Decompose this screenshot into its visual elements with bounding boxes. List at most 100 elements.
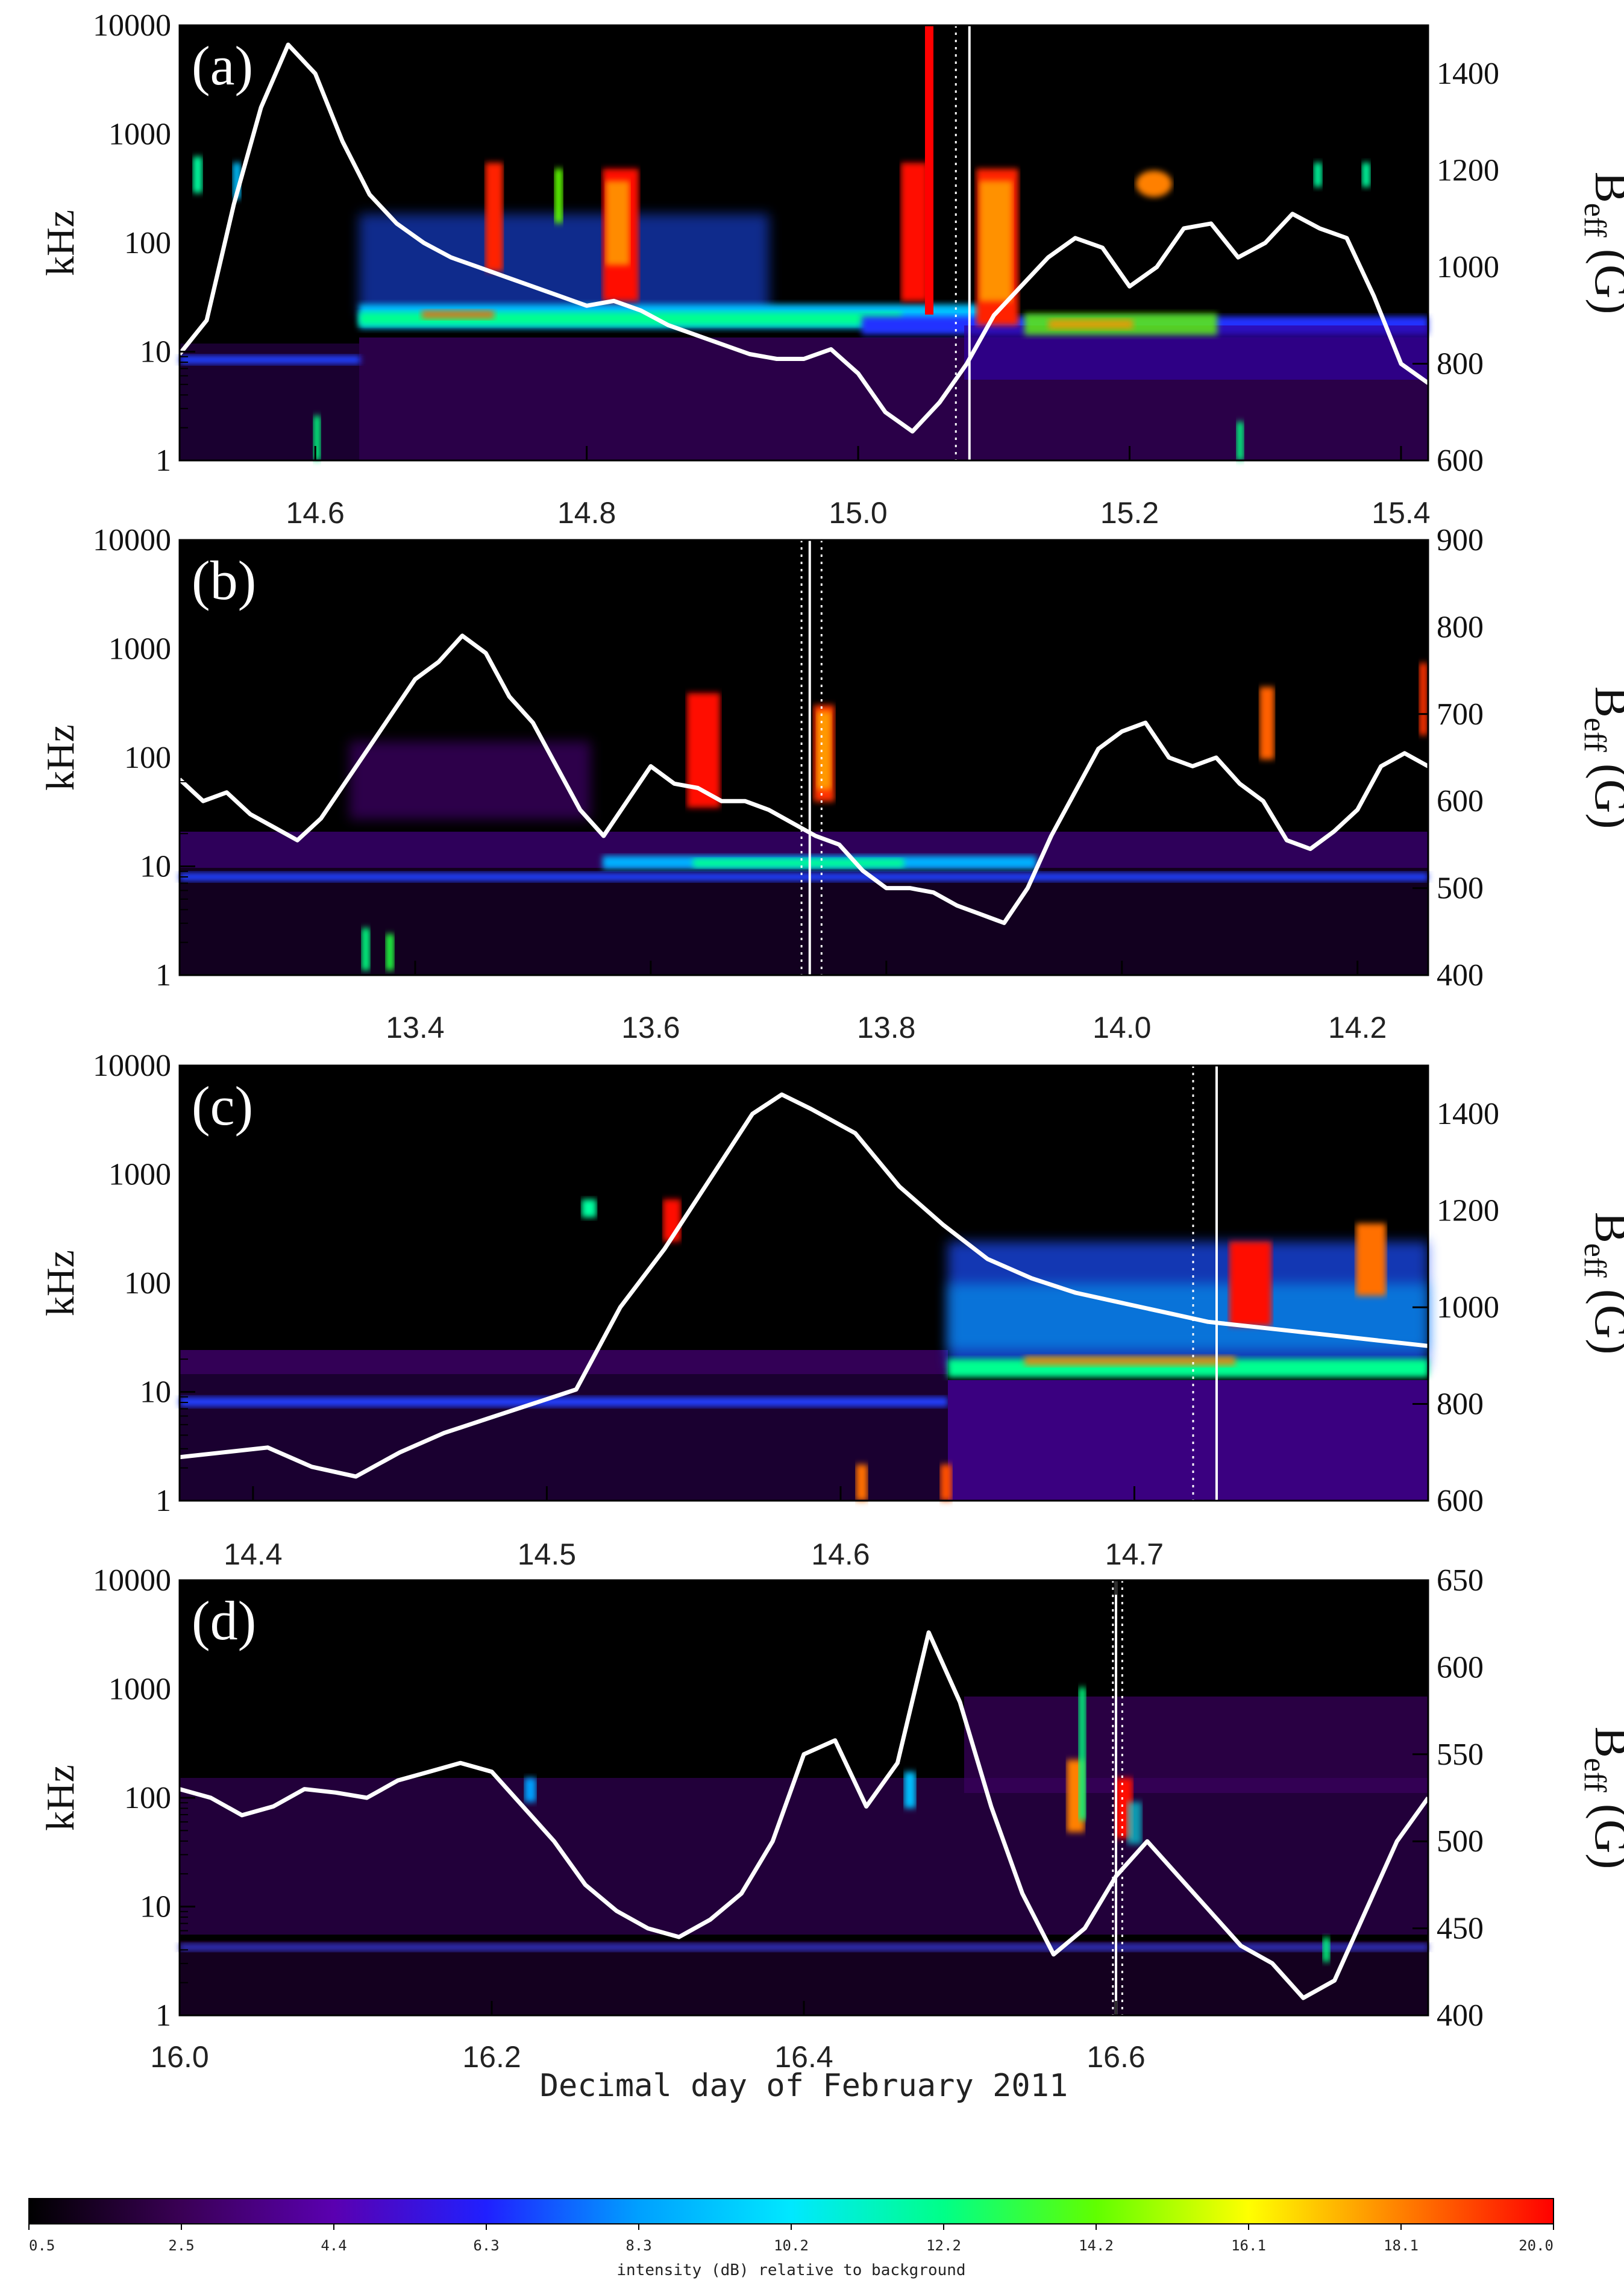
panel-a-y2tick-label-4: 1400 [1437,57,1499,91]
panel-a-xtick-label-2: 15.0 [829,496,887,530]
panel-c-beff-curve [179,1092,1429,1479]
panel-d-ytick-label-4: 10000 [93,1563,171,1598]
panel-d-beff-curve [179,1630,1430,2000]
panel-d-axes: 1 10 100 1000 10000 400 450 500 550 600 650 16.0 16.… [93,1563,1484,2074]
panel-a-markers [955,25,971,460]
colorbar-ticks: 0.5 2.5 4.4 6.3 8.3 10.2 12.2 14.2 16.1 18.1 20.0 [28,2224,1554,2254]
panel-d-y2tick-label-4: 600 [1437,1650,1484,1684]
panel-d-y2tick-label-5: 650 [1437,1563,1484,1598]
panel-d-xtick-label-0: 16.0 [150,2040,208,2074]
panel-d-y2tick-label-0: 400 [1437,1998,1484,2033]
colorbar-tick-label-10: 20.0 [1519,2237,1553,2254]
panel-a-y2tick-label-0: 600 [1437,444,1484,478]
panel-c-axes: 1 10 100 1000 10000 600 800 1000 1200 1400 14.4 14.… [93,1049,1499,1571]
panel-d-ytick-label-3: 1000 [108,1672,171,1707]
panel-c-y2tick-label-3: 1200 [1437,1194,1499,1228]
panel-b: 1 10 100 1000 10000 400 500 600 700 800 900 13.4 13.… [39,523,1624,1044]
panel-b-ytick-label-1: 10 [140,850,171,884]
panel-b-ytick-label-2: 100 [124,741,171,775]
panel-a-label: (a) [192,35,253,96]
beff-sub: eff [1578,718,1612,752]
panel-b-xtick-label-0: 13.4 [386,1011,444,1044]
panel-a-y2tick-label-1: 800 [1437,347,1484,381]
panel-a-axes: 1 10 100 1000 10000 600 800 1000 1200 1400 14.6 14.… [93,8,1499,530]
colorbar: 0.5 2.5 4.4 6.3 8.3 10.2 12.2 14.2 16.1 18.1 20.0 … [28,2198,1554,2279]
panel-a-y2tick-label-3: 1200 [1437,154,1499,188]
panel-d: 1 10 100 1000 10000 400 450 500 550 600 650 16.0 16.… [39,1563,1624,2104]
panel-b-xtick-label-4: 14.2 [1328,1011,1387,1044]
panel-c-y2label: Beff (G) [1578,1212,1624,1355]
panel-a-ytick-label-4: 10000 [93,8,171,43]
panel-c-markers [1192,1066,1218,1501]
panel-d-ytick-label-0: 1 [155,1998,171,2033]
colorbar-tick-label-8: 16.1 [1231,2237,1266,2254]
panel-d-label: (d) [192,1590,256,1651]
panel-a-ytick-label-3: 1000 [108,118,171,152]
colorbar-title: intensity (dB) relative to background [616,2261,965,2279]
beff-unit: (G) [1585,1792,1624,1870]
panel-d-ytick-label-2: 100 [124,1781,171,1815]
beff-main: B [1585,172,1624,203]
colorbar-tick-label-6: 12.2 [926,2237,961,2254]
panel-d-ylabel: kHz [39,1765,83,1831]
panel-c-emission [180,1199,1428,1501]
panel-b-y2label: Beff (G) [1578,686,1624,829]
colorbar-tick-label-2: 4.4 [321,2237,346,2254]
colorbar-gradient [28,2198,1554,2224]
panel-a: 1 10 100 1000 10000 600 800 1000 1200 1400 14.6 14.… [39,8,1624,530]
colorbar-tick-label-9: 18.1 [1384,2237,1419,2254]
panel-d-markers [1112,1580,1123,2015]
panel-b-emission [180,663,1428,975]
colorbar-tick-label-7: 14.2 [1079,2237,1114,2254]
colorbar-tick-label-5: 10.2 [774,2237,809,2254]
colorbar-tick-label-0: 0.5 [29,2237,55,2254]
panel-c-label: (c) [192,1075,253,1137]
panel-b-xtick-label-1: 13.6 [621,1011,680,1044]
beff-unit: (G) [1585,1278,1624,1355]
panel-b-axes: 1 10 100 1000 10000 400 500 600 700 800 900 13.4 13.… [93,523,1484,1044]
panel-c-ylabel: kHz [39,1250,83,1316]
panel-c-xtick-label-3: 14.7 [1105,1537,1164,1571]
panel-b-beff-curve [178,633,1429,925]
panel-b-ytick-label-3: 1000 [108,632,171,667]
panel-b-y2tick-label-3: 700 [1437,697,1484,732]
panel-d-xtick-label-2: 16.4 [774,2040,833,2074]
colorbar-tick-label-3: 6.3 [473,2237,499,2254]
panel-a-y2label: Beff (G) [1578,172,1624,315]
beff-sub: eff [1578,203,1612,237]
panel-a-ylabel: kHz [39,210,83,276]
panel-a-beff-curve [178,42,1430,434]
panel-a-y2tick-label-2: 1000 [1437,250,1499,284]
colorbar-tick-label-4: 8.3 [625,2237,651,2254]
panel-b-ytick-label-0: 1 [155,958,171,993]
beff-unit: (G) [1585,237,1624,315]
panel-d-y2tick-label-2: 500 [1437,1824,1484,1859]
panel-a-ytick-label-0: 1 [155,444,171,478]
panel-b-label: (b) [192,550,256,611]
panel-b-beff-line [178,633,1429,925]
panel-c-xtick-label-1: 14.5 [518,1537,576,1571]
panel-b-y2tick-label-2: 600 [1437,784,1484,818]
panel-d-ytick-label-1: 10 [140,1890,171,1924]
panel-c-ytick-label-0: 1 [155,1484,171,1518]
panel-d-beff-line [179,1630,1430,2000]
beff-main: B [1585,1727,1624,1758]
panel-b-xtick-label-3: 14.0 [1093,1011,1151,1044]
panel-d-y2tick-label-3: 550 [1437,1738,1484,1772]
panel-b-y2tick-label-0: 400 [1437,958,1484,993]
panel-d-xtick-label-3: 16.6 [1086,2040,1145,2074]
panel-c-ytick-label-1: 10 [140,1375,171,1410]
beff-unit: (G) [1585,752,1624,829]
panel-a-xtick-label-4: 15.4 [1372,496,1430,530]
panel-b-xtick-label-2: 13.8 [857,1011,915,1044]
panel-b-ylabel: kHz [39,724,83,791]
panel-d-emission [180,1688,1428,2015]
colorbar-tick-label-1: 2.5 [168,2237,194,2254]
x-axis-title: Decimal day of February 2011 [540,2068,1068,2104]
panel-c-y2tick-label-1: 800 [1437,1387,1484,1422]
panel-c-xtick-label-0: 14.4 [224,1537,282,1571]
beff-sub: eff [1578,1758,1612,1792]
panel-c-beff-line [179,1092,1429,1479]
panel-c-y2tick-label-2: 1000 [1437,1290,1499,1325]
